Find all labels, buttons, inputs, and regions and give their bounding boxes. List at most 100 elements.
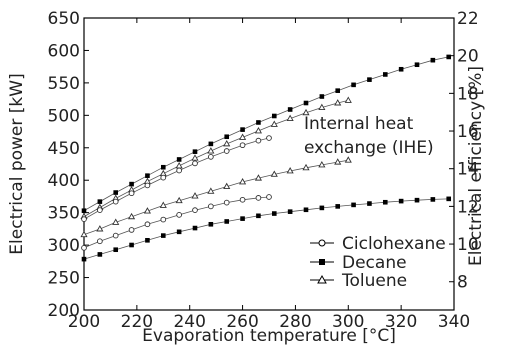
point-decane-efficiency-18 <box>367 201 372 206</box>
legend-label-decane: Decane <box>342 253 407 273</box>
point-decane-power-16 <box>335 88 341 93</box>
y2-tick-label-2: 12 <box>457 197 479 217</box>
point-toluene-power-10 <box>239 133 247 140</box>
point-decane-power-3 <box>129 181 134 187</box>
point-toluene-efficiency-5 <box>159 201 167 208</box>
point-decane-power-6 <box>176 157 182 162</box>
point-decane-efficiency-7 <box>192 225 198 231</box>
y2-tick-label-6: 20 <box>457 47 479 67</box>
point-decane-efficiency-15 <box>319 205 325 211</box>
y-tick-label-2: 300 <box>48 236 80 256</box>
series-line-decane-power <box>83 56 449 212</box>
point-decane-power-11 <box>256 120 261 125</box>
point-decane-efficiency-19 <box>382 199 388 205</box>
point-decane-efficiency-0 <box>81 256 87 262</box>
point-decane-power-22 <box>430 57 436 63</box>
point-toluene-efficiency-16 <box>334 158 342 165</box>
point-toluene-efficiency-6 <box>175 196 183 204</box>
point-ciclohexane-power-3 <box>128 190 135 197</box>
point-decane-power-7 <box>192 149 198 154</box>
point-ciclohexane-power-10 <box>239 142 246 149</box>
x-tick-label-6: 320 <box>385 312 417 332</box>
point-ciclohexane-efficiency-1 <box>97 238 103 245</box>
point-decane-power-14 <box>303 100 309 106</box>
point-decane-power-13 <box>287 107 293 112</box>
point-ciclohexane-efficiency-2 <box>112 232 119 239</box>
point-toluene-power-11 <box>254 126 262 134</box>
point-decane-efficiency-3 <box>129 242 134 248</box>
point-ciclohexane-efficiency-8 <box>208 203 214 210</box>
point-decane-efficiency-21 <box>414 197 420 203</box>
point-ciclohexane-efficiency-5 <box>160 216 167 223</box>
point-decane-power-12 <box>271 113 277 119</box>
point-decane-efficiency-8 <box>208 221 214 227</box>
point-ciclohexane-efficiency-10 <box>239 196 246 203</box>
y-tick-label-8: 600 <box>48 41 80 61</box>
point-decane-power-0 <box>81 208 87 214</box>
point-decane-power-9 <box>224 134 230 140</box>
point-toluene-power-9 <box>223 139 231 147</box>
point-ciclohexane-power-2 <box>112 198 119 205</box>
point-decane-efficiency-11 <box>256 213 261 219</box>
legend-marker-ciclohexane <box>318 239 326 247</box>
point-decane-power-18 <box>367 77 372 82</box>
point-toluene-efficiency-3 <box>128 212 136 220</box>
y-tick-label-7: 550 <box>48 74 80 94</box>
point-decane-efficiency-12 <box>271 211 277 216</box>
legend-label-toluene: Toluene <box>341 271 407 291</box>
point-decane-power-8 <box>208 141 214 147</box>
annotation-line-1: Internal heat <box>304 114 414 134</box>
point-decane-efficiency-9 <box>224 219 230 224</box>
axis-ticks: 200 220 240 260 280 300 320 340 200 250 300 350 400 4… <box>48 9 479 332</box>
point-decane-efficiency-4 <box>145 237 150 243</box>
point-ciclohexane-power-1 <box>97 207 103 213</box>
annotation-line-2: exchange (IHE) <box>304 138 434 158</box>
point-ciclohexane-power-7 <box>192 160 198 167</box>
point-decane-efficiency-23 <box>446 196 452 202</box>
point-decane-power-21 <box>414 62 420 68</box>
point-decane-power-1 <box>97 199 103 204</box>
point-decane-efficiency-10 <box>240 216 245 221</box>
point-ciclohexane-power-5 <box>160 174 167 181</box>
point-toluene-efficiency-4 <box>143 207 151 214</box>
point-decane-power-2 <box>113 190 119 195</box>
point-ciclohexane-efficiency-3 <box>128 227 135 233</box>
point-ciclohexane-efficiency-11 <box>255 195 262 201</box>
point-toluene-efficiency-17 <box>344 156 352 163</box>
y-tick-label-1: 250 <box>48 269 80 289</box>
point-ciclohexane-efficiency-4 <box>144 221 151 228</box>
legend-label-ciclohexane: Ciclohexane <box>342 234 446 254</box>
point-ciclohexane-power-8 <box>208 154 214 160</box>
point-toluene-efficiency-10 <box>239 177 247 185</box>
point-toluene-efficiency-2 <box>112 218 120 225</box>
point-decane-efficiency-5 <box>160 233 166 238</box>
x-tick-label-1: 220 <box>121 312 153 332</box>
y2-axis-title: Electrical efficiency [%] <box>466 66 486 266</box>
point-ciclohexane-efficiency-0 <box>81 244 87 251</box>
point-decane-efficiency-1 <box>97 252 103 257</box>
y-tick-label-6: 500 <box>48 106 80 126</box>
point-ciclohexane-power-0 <box>81 216 87 223</box>
point-ciclohexane-power-9 <box>223 148 230 154</box>
x-tick-label-0: 200 <box>68 312 100 332</box>
y-tick-label-3: 350 <box>48 204 80 224</box>
point-decane-power-20 <box>398 66 404 72</box>
point-ciclohexane-power-11 <box>255 137 262 144</box>
point-decane-power-5 <box>160 164 166 170</box>
point-toluene-efficiency-0 <box>80 230 88 238</box>
point-toluene-power-14 <box>302 108 310 116</box>
y-tick-label-9: 650 <box>48 9 80 29</box>
point-ciclohexane-efficiency-7 <box>192 207 198 214</box>
y2-tick-label-1: 10 <box>457 235 479 255</box>
point-decane-power-15 <box>319 94 325 99</box>
point-decane-efficiency-14 <box>303 207 309 213</box>
x-tick-label-2: 240 <box>173 312 205 332</box>
y2-tick-label-5: 18 <box>457 84 479 104</box>
y-tick-label-0: 200 <box>48 301 80 321</box>
point-toluene-efficiency-15 <box>318 161 326 168</box>
point-decane-efficiency-16 <box>335 204 341 209</box>
point-toluene-power-8 <box>207 147 215 154</box>
plot-area <box>83 17 455 311</box>
point-decane-efficiency-2 <box>113 247 119 253</box>
